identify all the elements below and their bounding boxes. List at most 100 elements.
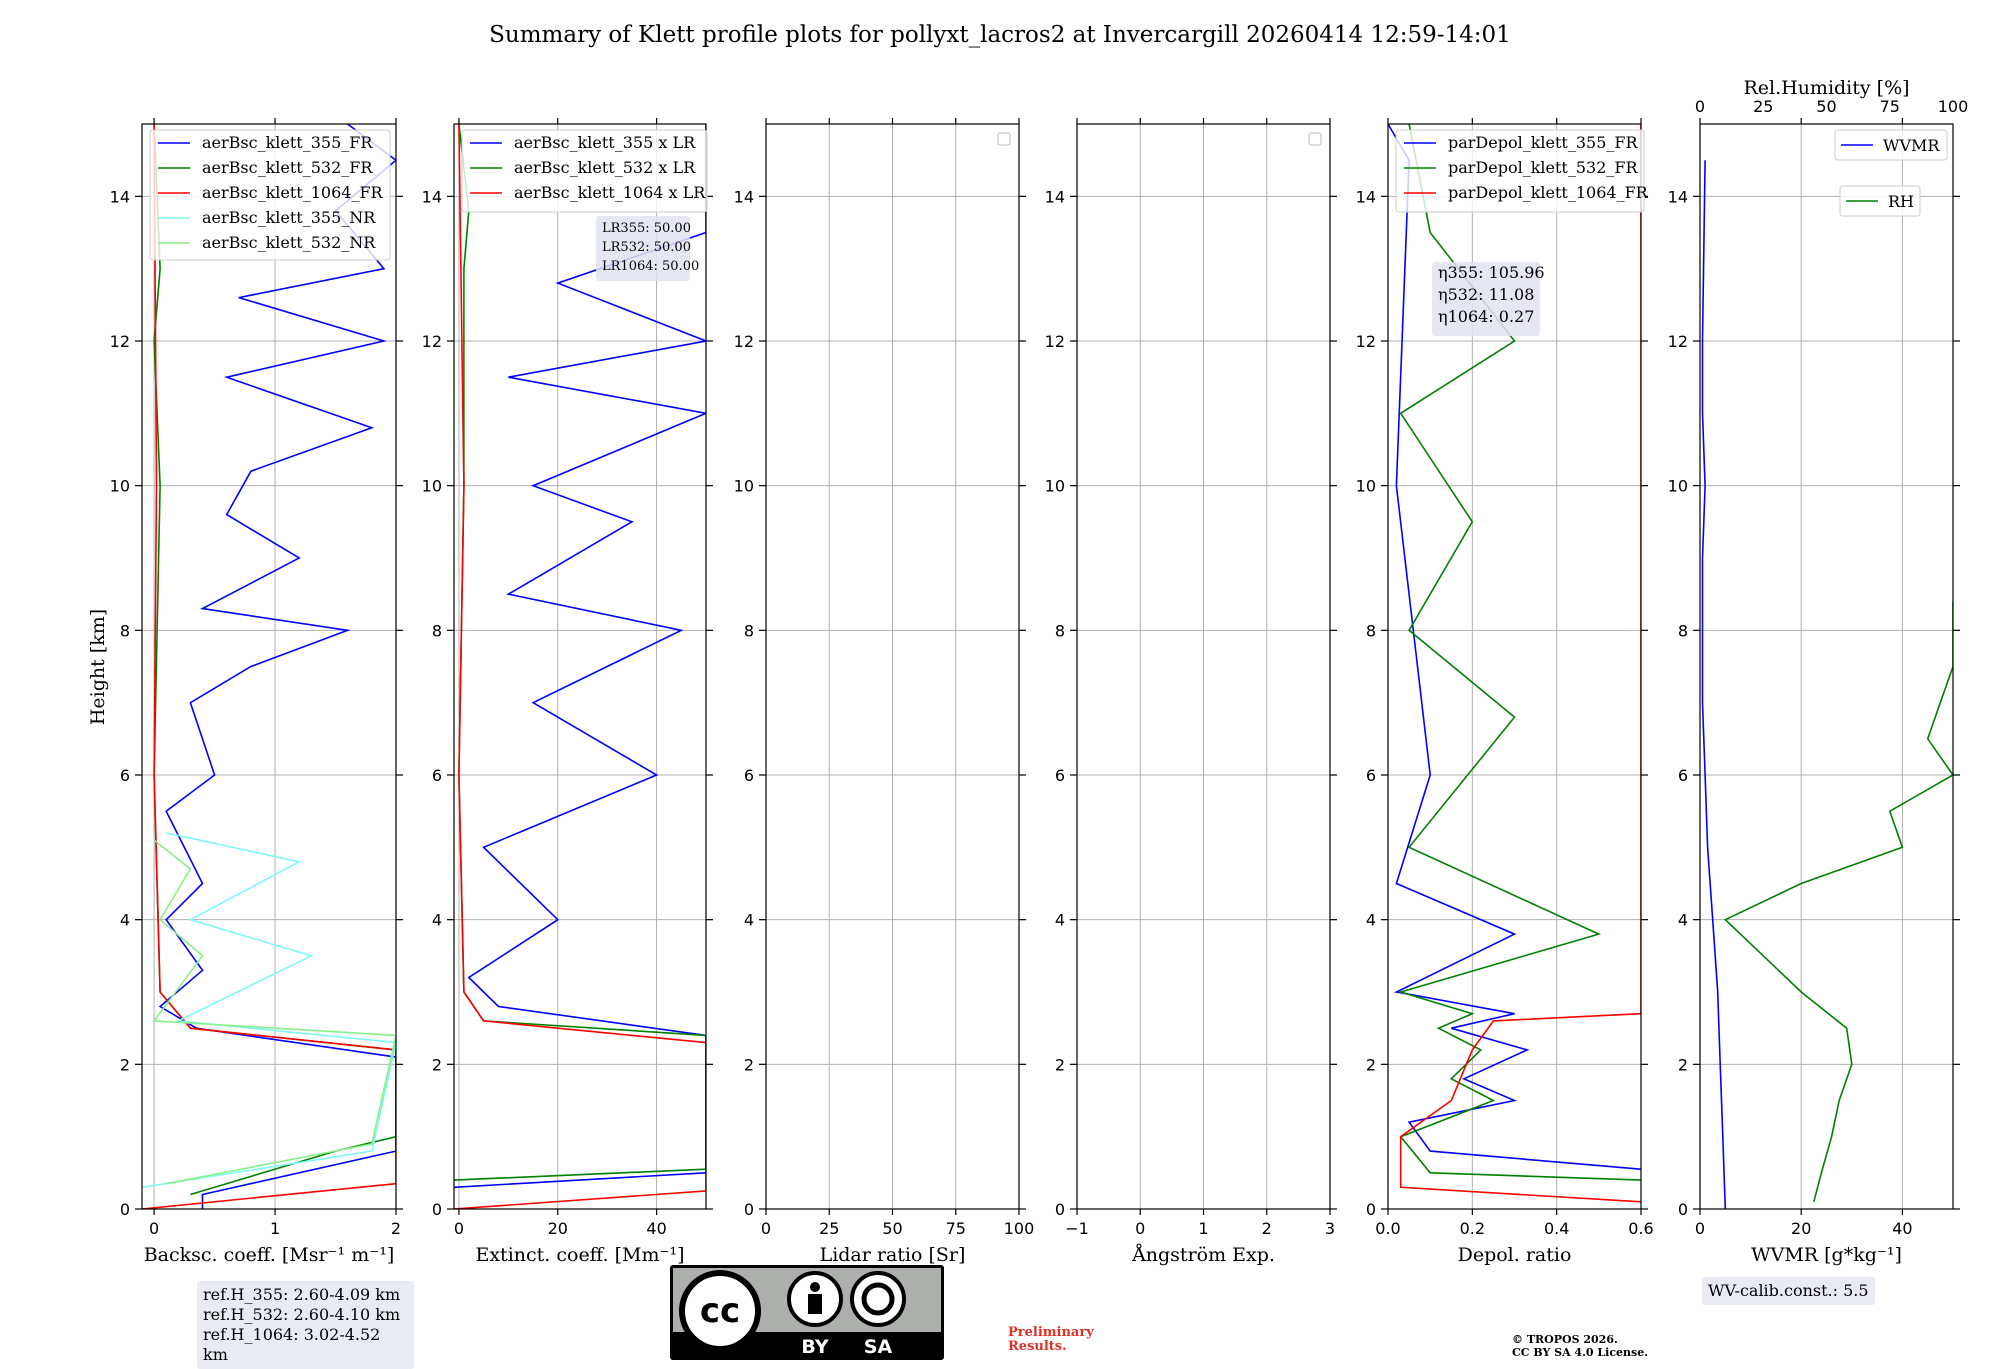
legend-entry: aerBsc_klett_1064_FR [202,183,384,202]
preliminary-note: Preliminary Results. [1008,1326,1094,1354]
y-tick-label: 8 [120,621,130,640]
legend-box [1395,129,1645,213]
y-tick-label: 8 [744,621,754,640]
y-tick-label: 10 [1668,477,1688,496]
x-tick-label: 0.0 [1375,1219,1400,1238]
series-line-parDepol_klett_355_FR [1388,124,1641,1170]
x-tick-label: 1 [270,1219,280,1238]
y-tick-label: 10 [110,477,130,496]
y-tick-label: 10 [422,477,442,496]
panel-extinction: 0 20 40 0 2 4 6 8 10 12 14 Extinct. coeff. [Mm⁻¹] ae… [422,118,713,1266]
y-tick-label: 6 [744,766,754,785]
top-x-tick-label: 75 [1880,97,1900,116]
y-tick-label: 0 [1678,1200,1688,1219]
top-x-tick-label: 100 [1938,97,1969,116]
y-tick-label: 8 [1055,621,1065,640]
x-tick-label: 0.6 [1628,1219,1653,1238]
x-axis-label: WVMR [g*kg⁻¹] [1751,1244,1902,1266]
x-tick-label: 75 [946,1219,966,1238]
y-tick-label: 4 [1055,911,1065,930]
series-line-parDepol_klett_532_FR [1397,124,1641,1181]
y-tick-label: 4 [432,911,442,930]
y-tick-label: 4 [120,911,130,930]
y-tick-label: 10 [1045,477,1065,496]
x-axis-label: Extinct. coeff. [Mm⁻¹] [475,1244,684,1266]
y-tick-label: 2 [1055,1055,1065,1074]
y-tick-label: 4 [1366,911,1376,930]
x-axis-label: Depol. ratio [1458,1244,1572,1266]
x-tick-label: 0.4 [1544,1219,1569,1238]
y-tick-label: 8 [1366,621,1376,640]
x-tick-label: 25 [819,1219,839,1238]
y-tick-label: 0 [1055,1200,1065,1219]
axes-frame [453,123,707,1210]
y-tick-label: 14 [422,187,442,206]
legend-entry: aerBsc_klett_532_FR [202,158,373,177]
legend-entry: aerBsc_klett_355_FR [202,133,373,152]
annotation-text: η532: 11.08 [1438,285,1534,304]
cc-by-label: BY [801,1336,828,1358]
cc-sa-label: SA [864,1336,893,1358]
wv-calib-text: WV-calib.const.: 5.5 [1708,1281,1869,1300]
figure-title: Summary of Klett profile plots for polly… [489,22,1511,48]
y-tick-label: 0 [1366,1200,1376,1219]
x-tick-label: 2 [391,1219,401,1238]
annotation-text: LR1064: 50.00 [602,259,699,274]
y-tick-label: 14 [1356,187,1376,206]
y-tick-label: 6 [1678,766,1688,785]
y-tick-label: 12 [1668,332,1688,351]
series-line-aerBsc_klett_532_NR [152,839,396,1185]
legend-box [1834,129,1948,161]
x-tick-label: 0 [761,1219,771,1238]
y-tick-label: 6 [1055,766,1065,785]
x-axis-label: Ångström Exp. [1131,1244,1275,1266]
y-tick-label: 12 [1045,332,1065,351]
axes-frame [1387,123,1642,1210]
legend-box [461,129,708,213]
legend-entry: aerBsc_klett_1064 x LR [514,183,706,202]
x-tick-label: 1 [1198,1219,1208,1238]
y-tick-label: 14 [110,187,130,206]
axes-frame [141,123,397,1210]
x-tick-label: 100 [1004,1219,1035,1238]
x-axis-label: Backsc. coeff. [Msr⁻¹ m⁻¹] [144,1244,395,1266]
x-tick-label: 2 [1262,1219,1272,1238]
top-x-axis-label: Rel.Humidity [%] [1743,77,1909,99]
top-x-tick-label: 50 [1816,97,1836,116]
x-tick-label: 0 [1695,1219,1705,1238]
y-tick-label: 8 [1678,621,1688,640]
annotation-text: η355: 105.96 [1438,263,1545,282]
series-line-aerBsc_klett_355 x LR [454,124,706,1189]
x-tick-label: 0 [1135,1219,1145,1238]
preliminary-line-2: Results. [1008,1339,1067,1354]
y-tick-label: 12 [110,332,130,351]
y-tick-label: 0 [744,1200,754,1219]
copyright-note: © TROPOS 2026. CC BY SA 4.0 License. [1512,1333,1648,1359]
y-tick-label: 14 [734,187,754,206]
x-tick-label: 40 [1892,1219,1912,1238]
annotation-text: LR532: 50.00 [602,240,691,255]
series-line-aerBsc_klett_1064_FR [142,124,396,1209]
x-tick-label: 20 [1791,1219,1811,1238]
series-line-WVMR [1701,160,1727,1209]
legend-entry: WVMR [1883,136,1940,155]
legend-box [149,129,391,261]
top-x-tick-label: 0 [1695,97,1705,116]
y-tick-label: 6 [1366,766,1376,785]
y-tick-label: 2 [120,1055,130,1074]
y-tick-label: 0 [432,1200,442,1219]
y-tick-label: 4 [744,911,754,930]
annotation-text: LR355: 50.00 [602,221,691,236]
y-axis-label: Height [km] [87,609,109,725]
legend-entry: parDepol_klett_532_FR [1448,158,1639,177]
y-tick-label: 12 [1356,332,1376,351]
legend-entry: RH [1888,192,1914,211]
cc-by-sa-license-logo: cc BY SA [670,1265,944,1360]
copyright-line-1: © TROPOS 2026. [1512,1333,1618,1346]
x-tick-label: 0 [149,1219,159,1238]
series-line-parDepol_klett_1064_FR [1399,124,1641,1203]
x-tick-label: 50 [882,1219,902,1238]
ref-height-355: ref.H_355: 2.60-4.09 km [203,1285,401,1304]
